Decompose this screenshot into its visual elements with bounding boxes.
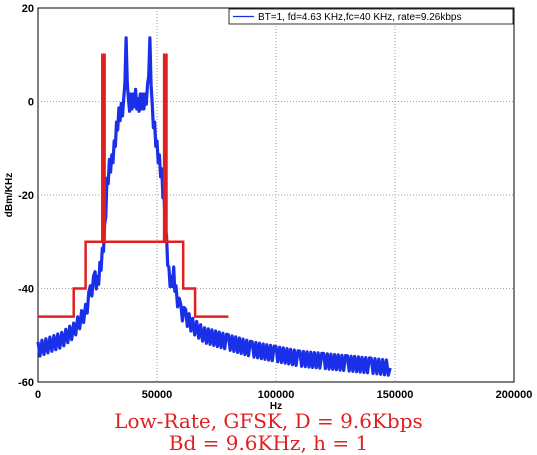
y-tick-label: 0 xyxy=(28,97,34,109)
x-axis-label: Hz xyxy=(270,401,282,410)
x-tick-label: 150000 xyxy=(377,389,414,401)
x-axis: 0 50000 100000 150000 200000 xyxy=(35,389,532,401)
grid xyxy=(38,8,514,382)
x-tick-label: 100000 xyxy=(258,389,295,401)
y-axis-label: dBm/KHz xyxy=(4,173,15,217)
mask-line xyxy=(38,53,229,318)
x-tick-label: 50000 xyxy=(142,389,173,401)
y-tick-label: 20 xyxy=(22,3,34,15)
x-tick-label: 200000 xyxy=(496,389,533,401)
y-axis: 20 0 -20 -40 -60 xyxy=(18,3,34,389)
y-tick-label: -60 xyxy=(18,377,34,389)
y-tick-label: -20 xyxy=(18,190,34,202)
caption-line-1: Low-Rate, GFSK, D = 9.6Kbps xyxy=(114,409,423,433)
legend: BT=1, fd=4.63 KHz,fc=40 KHz, rate=9.26kb… xyxy=(228,8,514,25)
legend-box xyxy=(228,8,514,25)
legend-label: BT=1, fd=4.63 KHz,fc=40 KHz, rate=9.26kb… xyxy=(258,12,461,23)
spectrum-chart: 20 0 -20 -40 -60 0 50000 100000 150000 200000 dB… xyxy=(4,3,532,410)
series-layer xyxy=(36,36,392,377)
x-tick-label: 0 xyxy=(35,389,41,401)
y-tick-label: -40 xyxy=(18,284,34,296)
series-line xyxy=(36,36,392,377)
caption-line-2: Bd = 9.6KHz, h = 1 xyxy=(168,431,369,455)
